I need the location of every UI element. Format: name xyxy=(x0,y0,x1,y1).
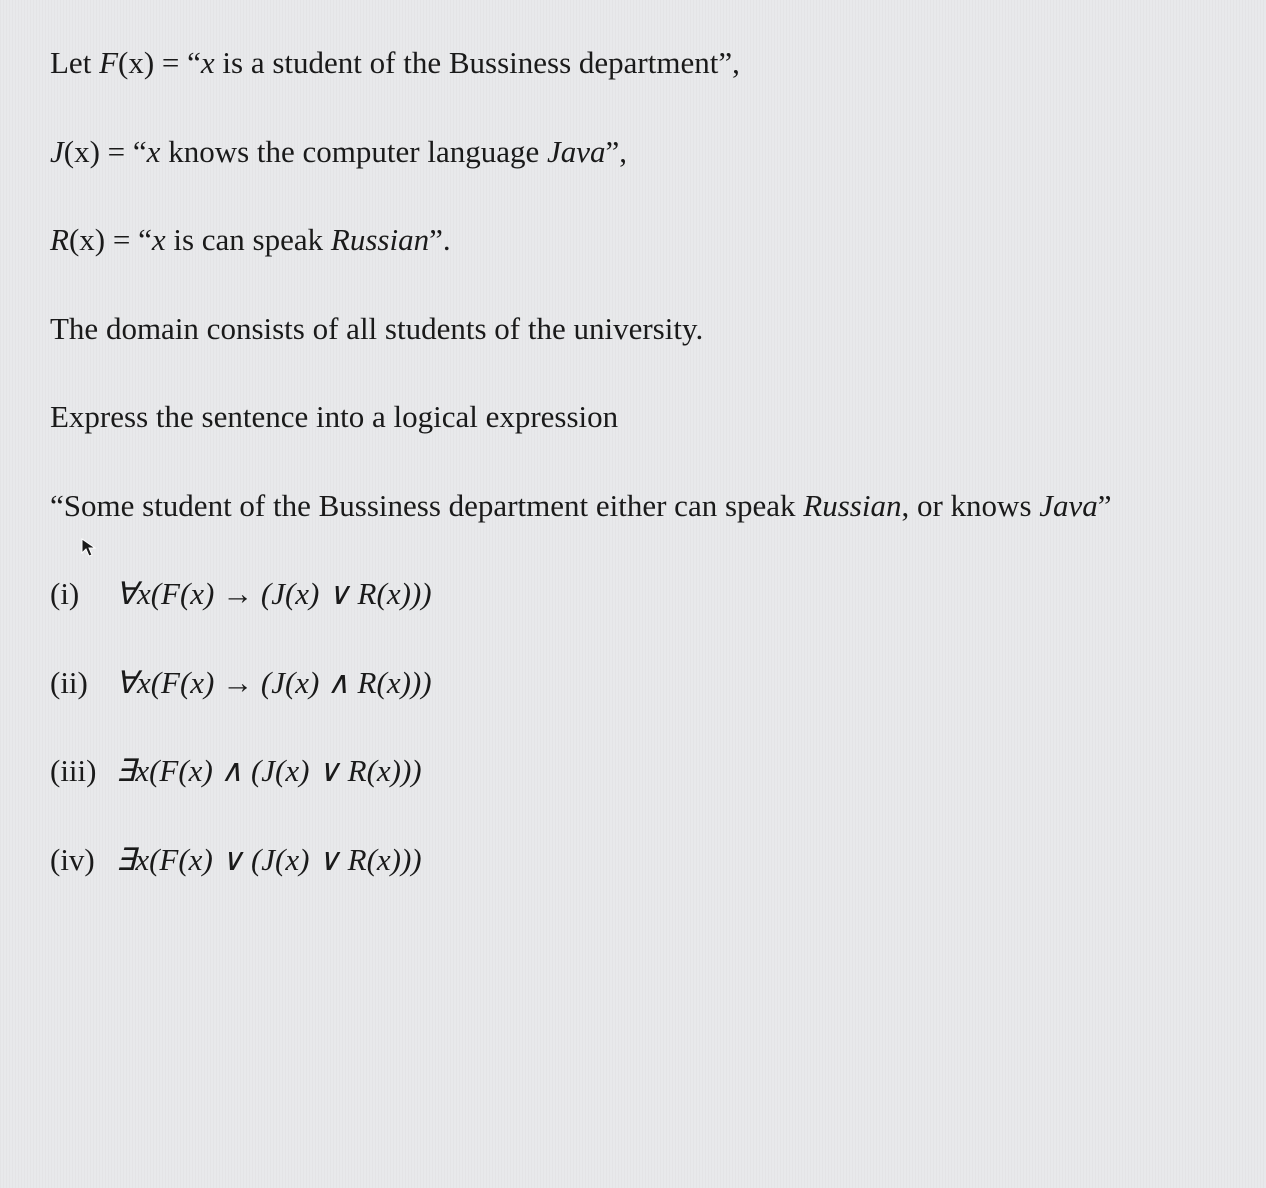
predicate-f-arg: (x) = xyxy=(118,45,187,80)
predicate-j-line: J(x) = “x knows the computer language Ja… xyxy=(50,129,1216,176)
option-iii-expr: ∃x(F(x) ∧ (J(x) ∨ R(x))) xyxy=(116,753,422,788)
option-ii: (ii) ∀x(F(x) → (J(x) ∧ R(x))) xyxy=(50,660,1216,707)
sentence-russian: Russian xyxy=(803,488,901,523)
predicate-r-text: is can speak xyxy=(166,222,331,257)
quote-open: “ xyxy=(138,222,152,257)
quote-close: ”, xyxy=(718,45,740,80)
sentence-part1: Some student of the Bussiness department… xyxy=(64,488,804,523)
predicate-f-line: Let F(x) = “x is a student of the Bussin… xyxy=(50,40,1216,87)
predicate-j-text: knows the computer language xyxy=(160,134,547,169)
option-i-label: (i) xyxy=(50,571,108,618)
sentence-block: “Some student of the Bussiness departmen… xyxy=(50,483,1216,530)
sentence-part2: , or knows xyxy=(901,488,1039,523)
predicate-f-name: F xyxy=(99,45,118,80)
quote-open: “ xyxy=(187,45,201,80)
task-text: Express the sentence into a logical expr… xyxy=(50,399,618,434)
option-ii-label: (ii) xyxy=(50,660,108,707)
option-iii: (iii) ∃x(F(x) ∧ (J(x) ∨ R(x))) xyxy=(50,748,1216,795)
document-content: Let F(x) = “x is a student of the Bussin… xyxy=(50,40,1216,883)
var-x: x xyxy=(147,134,161,169)
word-russian: Russian xyxy=(331,222,429,257)
var-x: x xyxy=(152,222,166,257)
task-line: Express the sentence into a logical expr… xyxy=(50,394,1216,441)
option-i: (i) ∀x(F(x) → (J(x) ∨ R(x))) xyxy=(50,571,1216,618)
option-iv-expr: ∃x(F(x) ∨ (J(x) ∨ R(x))) xyxy=(116,842,422,877)
predicate-j-name: J xyxy=(50,134,64,169)
predicate-r-line: R(x) = “x is can speak Russian”. xyxy=(50,217,1216,264)
option-iii-label: (iii) xyxy=(50,748,108,795)
sentence-java: Java xyxy=(1039,488,1098,523)
predicate-j-arg: (x) = xyxy=(64,134,133,169)
quote-close: ”, xyxy=(606,134,628,169)
option-ii-expr: ∀x(F(x) → (J(x) ∧ R(x))) xyxy=(116,665,432,700)
domain-text: The domain consists of all students of t… xyxy=(50,311,703,346)
var-x: x xyxy=(201,45,215,80)
cursor-svg xyxy=(80,537,98,559)
word-java: Java xyxy=(547,134,606,169)
quote-open: “ xyxy=(133,134,147,169)
mouse-cursor-icon xyxy=(80,535,98,568)
option-i-expr: ∀x(F(x) → (J(x) ∨ R(x))) xyxy=(116,576,432,611)
quote-close: ” xyxy=(1098,488,1112,523)
option-iv: (iv) ∃x(F(x) ∨ (J(x) ∨ R(x))) xyxy=(50,837,1216,884)
predicate-f-text: is a student of the Bussiness department xyxy=(215,45,719,80)
text-let: Let xyxy=(50,45,99,80)
quote-open: “ xyxy=(50,488,64,523)
quote-close: ”. xyxy=(429,222,451,257)
domain-line: The domain consists of all students of t… xyxy=(50,306,1216,353)
predicate-r-arg: (x) = xyxy=(69,222,138,257)
option-iv-label: (iv) xyxy=(50,837,108,884)
predicate-r-name: R xyxy=(50,222,69,257)
